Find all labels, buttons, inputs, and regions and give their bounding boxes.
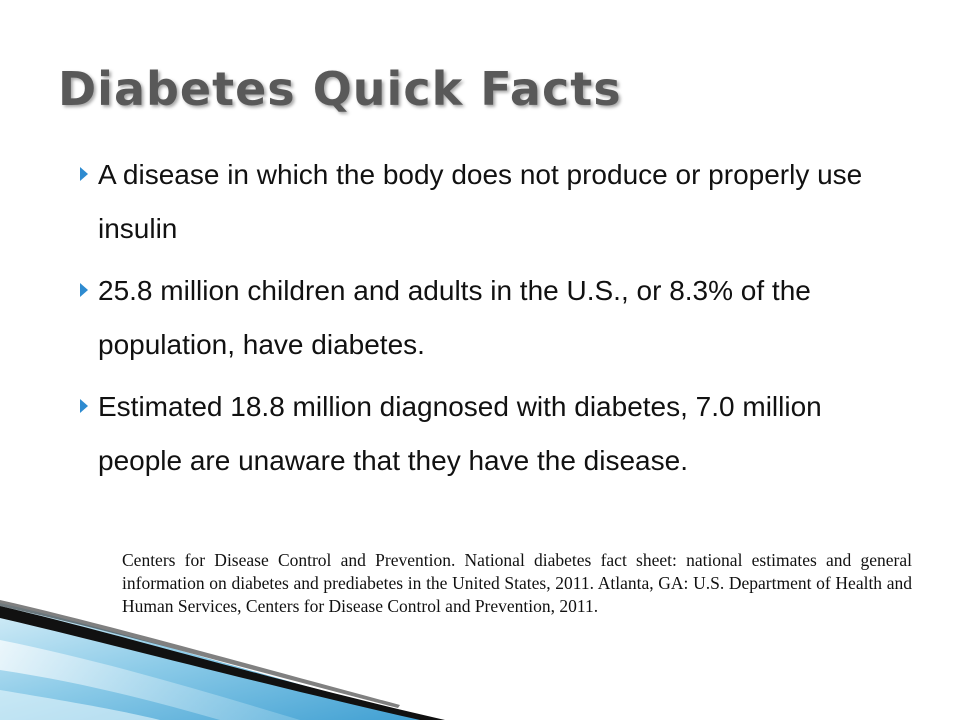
right-triangle-icon: [80, 167, 88, 181]
bullet-text: A disease in which the body does not pro…: [98, 159, 863, 244]
bullet-item: A disease in which the body does not pro…: [80, 148, 910, 256]
bullet-list: A disease in which the body does not pro…: [80, 148, 910, 496]
bullet-item: Estimated 18.8 million diagnosed with di…: [80, 380, 910, 488]
right-triangle-icon: [80, 283, 88, 297]
right-triangle-icon: [80, 399, 88, 413]
citation-text: Centers for Disease Control and Preventi…: [122, 550, 912, 616]
bullet-item: 25.8 million children and adults in the …: [80, 264, 910, 372]
slide-title: Diabetes Quick Facts: [58, 62, 622, 116]
bullet-text: 25.8 million children and adults in the …: [98, 275, 811, 360]
bullet-text: Estimated 18.8 million diagnosed with di…: [98, 391, 822, 476]
